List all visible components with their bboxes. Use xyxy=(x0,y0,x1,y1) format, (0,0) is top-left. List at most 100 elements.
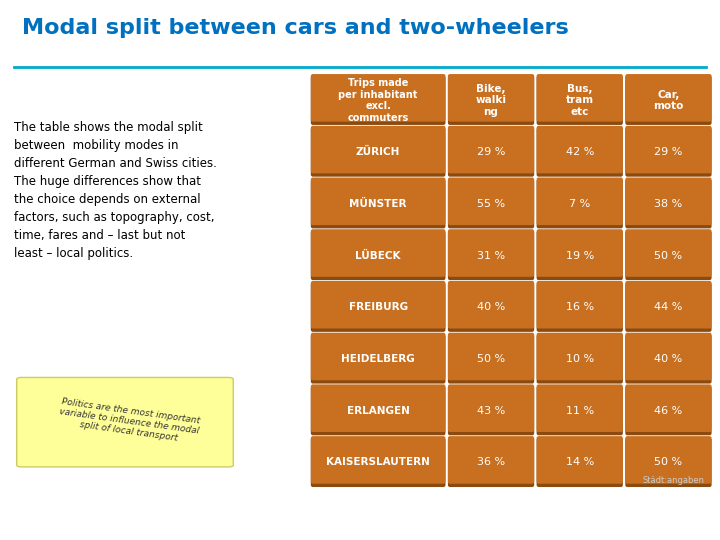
Text: 29 %: 29 % xyxy=(477,147,505,157)
FancyBboxPatch shape xyxy=(536,438,623,487)
Text: 46 %: 46 % xyxy=(654,406,683,416)
Text: 31 %: 31 % xyxy=(477,251,505,260)
FancyBboxPatch shape xyxy=(311,76,446,125)
Text: Modal split between cars and two-wheelers: Modal split between cars and two-wheeler… xyxy=(22,18,568,38)
Text: 29 %: 29 % xyxy=(654,147,683,157)
Text: 40 %: 40 % xyxy=(654,354,683,364)
Text: MÜNSTER: MÜNSTER xyxy=(349,199,407,209)
Text: 36 %: 36 % xyxy=(477,457,505,468)
Text: 7 %: 7 % xyxy=(569,199,590,209)
FancyBboxPatch shape xyxy=(311,386,446,435)
Text: 14 %: 14 % xyxy=(566,457,594,468)
FancyBboxPatch shape xyxy=(625,231,711,280)
Text: Urban Climate and Mobility - Urban Transportation: Urban Climate and Mobility - Urban Trans… xyxy=(72,511,423,525)
FancyBboxPatch shape xyxy=(625,334,711,383)
FancyBboxPatch shape xyxy=(17,377,233,467)
FancyBboxPatch shape xyxy=(311,438,446,487)
FancyBboxPatch shape xyxy=(448,229,534,277)
Text: FOR A BETTER URBAN FUTURE: FOR A BETTER URBAN FUTURE xyxy=(590,523,707,532)
FancyBboxPatch shape xyxy=(625,386,711,435)
FancyBboxPatch shape xyxy=(625,178,711,225)
FancyBboxPatch shape xyxy=(536,384,623,432)
Text: 19 %: 19 % xyxy=(566,251,594,260)
FancyBboxPatch shape xyxy=(448,333,534,380)
FancyBboxPatch shape xyxy=(448,281,534,328)
Text: 11 %: 11 % xyxy=(566,406,594,416)
FancyBboxPatch shape xyxy=(448,74,534,122)
FancyBboxPatch shape xyxy=(625,282,711,332)
FancyBboxPatch shape xyxy=(448,334,534,383)
FancyBboxPatch shape xyxy=(311,282,446,332)
Text: Bike,
walki
ng: Bike, walki ng xyxy=(475,84,507,117)
Text: FREIBURG: FREIBURG xyxy=(348,302,408,312)
FancyBboxPatch shape xyxy=(448,178,534,225)
Text: 43 %: 43 % xyxy=(477,406,505,416)
Text: 16 %: 16 % xyxy=(566,302,594,312)
FancyBboxPatch shape xyxy=(625,229,711,277)
Text: HEIDELBERG: HEIDELBERG xyxy=(341,354,415,364)
Text: Trips made
per inhabitant
excl.
commuters: Trips made per inhabitant excl. commuter… xyxy=(338,78,418,123)
FancyBboxPatch shape xyxy=(536,76,623,125)
FancyBboxPatch shape xyxy=(625,76,711,125)
Text: The table shows the modal split
between  mobility modes in
different German and : The table shows the modal split between … xyxy=(14,122,217,260)
Text: Politics are the most important
variable to influence the modal
split of local t: Politics are the most important variable… xyxy=(58,397,202,445)
FancyBboxPatch shape xyxy=(448,179,534,228)
Text: 50 %: 50 % xyxy=(654,457,683,468)
FancyBboxPatch shape xyxy=(311,231,446,280)
Text: HABITAT: HABITAT xyxy=(626,505,685,518)
Text: Car,
moto: Car, moto xyxy=(653,90,683,111)
FancyBboxPatch shape xyxy=(311,126,446,173)
FancyBboxPatch shape xyxy=(536,282,623,332)
Text: 10 %: 10 % xyxy=(566,354,594,364)
FancyBboxPatch shape xyxy=(625,127,711,177)
Text: ERLANGEN: ERLANGEN xyxy=(347,406,410,416)
FancyBboxPatch shape xyxy=(625,438,711,487)
Text: 55 %: 55 % xyxy=(477,199,505,209)
FancyBboxPatch shape xyxy=(448,127,534,177)
FancyBboxPatch shape xyxy=(448,126,534,173)
FancyBboxPatch shape xyxy=(536,178,623,225)
Text: KAISERSLAUTERN: KAISERSLAUTERN xyxy=(326,457,430,468)
FancyBboxPatch shape xyxy=(311,229,446,277)
FancyBboxPatch shape xyxy=(311,384,446,432)
FancyBboxPatch shape xyxy=(536,334,623,383)
Text: ZÜRICH: ZÜRICH xyxy=(356,147,400,157)
FancyBboxPatch shape xyxy=(625,436,711,484)
FancyBboxPatch shape xyxy=(536,333,623,380)
FancyBboxPatch shape xyxy=(625,74,711,122)
Text: Bus,
tram
etc: Bus, tram etc xyxy=(566,84,594,117)
FancyBboxPatch shape xyxy=(311,281,446,328)
FancyBboxPatch shape xyxy=(625,384,711,432)
FancyBboxPatch shape xyxy=(448,436,534,484)
Text: 44 %: 44 % xyxy=(654,302,683,312)
FancyBboxPatch shape xyxy=(448,384,534,432)
Text: 50 %: 50 % xyxy=(477,354,505,364)
FancyBboxPatch shape xyxy=(311,334,446,383)
FancyBboxPatch shape xyxy=(536,74,623,122)
FancyBboxPatch shape xyxy=(536,127,623,177)
FancyBboxPatch shape xyxy=(536,179,623,228)
Text: UN: UN xyxy=(590,505,611,518)
FancyBboxPatch shape xyxy=(448,438,534,487)
FancyBboxPatch shape xyxy=(536,386,623,435)
Text: Städt:angaben: Städt:angaben xyxy=(643,476,705,485)
FancyBboxPatch shape xyxy=(536,436,623,484)
Text: 42 %: 42 % xyxy=(565,147,594,157)
FancyBboxPatch shape xyxy=(448,76,534,125)
Text: 38 %: 38 % xyxy=(654,199,683,209)
FancyBboxPatch shape xyxy=(448,386,534,435)
FancyBboxPatch shape xyxy=(311,436,446,484)
FancyBboxPatch shape xyxy=(625,281,711,328)
Text: 40 %: 40 % xyxy=(477,302,505,312)
FancyBboxPatch shape xyxy=(311,74,446,122)
FancyBboxPatch shape xyxy=(311,333,446,380)
FancyBboxPatch shape xyxy=(536,126,623,173)
FancyBboxPatch shape xyxy=(625,126,711,173)
FancyBboxPatch shape xyxy=(448,231,534,280)
Text: LÜBECK: LÜBECK xyxy=(356,251,401,260)
Text: 52: 52 xyxy=(29,509,52,528)
FancyBboxPatch shape xyxy=(311,179,446,228)
FancyBboxPatch shape xyxy=(311,127,446,177)
Text: 50 %: 50 % xyxy=(654,251,683,260)
FancyBboxPatch shape xyxy=(311,178,446,225)
